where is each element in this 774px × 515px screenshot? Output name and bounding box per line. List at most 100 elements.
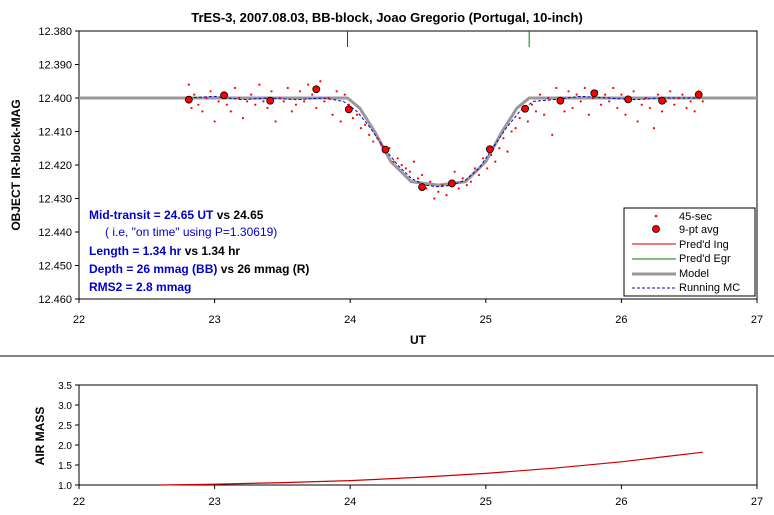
- data-point-45sec: [233, 86, 237, 90]
- legend: 45-sec 9-pt avg Pred'd Ing Pred'd Egr Mo…: [623, 207, 756, 297]
- data-point-45sec: [526, 120, 529, 123]
- data-point-45sec: [282, 100, 285, 103]
- data-point-9pt-avg: [312, 85, 321, 94]
- data-point-45sec: [575, 93, 578, 96]
- data-point-45sec: [372, 140, 375, 143]
- data-point-45sec: [534, 110, 538, 113]
- data-point-45sec: [608, 100, 611, 103]
- data-point-9pt-avg: [590, 89, 599, 98]
- y-tick-label: 12.450: [38, 261, 72, 273]
- data-point-45sec: [652, 127, 656, 130]
- data-point-45sec: [591, 96, 595, 100]
- data-point-45sec: [364, 123, 367, 126]
- data-point-45sec: [518, 117, 521, 120]
- data-point-45sec: [624, 113, 627, 116]
- data-point-45sec: [551, 133, 554, 136]
- data-point-45sec: [481, 157, 485, 160]
- data-point-45sec: [209, 90, 212, 93]
- data-point-9pt-avg: [624, 95, 633, 104]
- data-point-45sec: [644, 96, 647, 100]
- data-point-9pt-avg: [381, 145, 390, 154]
- data-point-45sec: [290, 110, 293, 113]
- data-point-45sec: [604, 93, 607, 96]
- x-tick-label: 22: [73, 314, 85, 326]
- data-point-45sec: [660, 110, 664, 113]
- data-point-45sec: [331, 113, 334, 116]
- data-point-45sec: [315, 106, 318, 110]
- airmass-x-tick-label: 23: [208, 496, 220, 508]
- data-point-45sec: [465, 184, 468, 187]
- data-point-45sec: [298, 90, 302, 93]
- data-point-45sec: [380, 143, 383, 146]
- y-tick-label: 12.460: [38, 294, 72, 306]
- data-point-45sec: [217, 100, 220, 103]
- data-point-45sec: [506, 150, 509, 153]
- x-tick-label: 25: [480, 314, 492, 326]
- data-point-45sec: [441, 184, 444, 187]
- data-point-45sec: [583, 86, 586, 90]
- data-point-45sec: [404, 167, 407, 170]
- airmass-plot-area: [78, 384, 758, 486]
- data-point-45sec: [547, 96, 550, 100]
- airmass-y-ticks: 1.0 1.5 2.0 2.5 3.0 3.5: [58, 381, 79, 492]
- data-point-45sec: [187, 83, 190, 86]
- airmass-y-tick-label: 1.0: [58, 481, 72, 492]
- data-point-45sec: [693, 110, 696, 113]
- data-point-45sec: [632, 90, 635, 93]
- airmass-y-tick-label: 3.5: [58, 381, 72, 392]
- x-tick-label: 24: [344, 314, 356, 326]
- data-point-45sec: [205, 96, 208, 100]
- data-point-9pt-avg: [694, 90, 703, 99]
- airmass-y-tick-label: 3.0: [58, 401, 72, 412]
- data-point-9pt-avg: [485, 145, 494, 154]
- y-ticks: 12.380 12.390 12.400 12.410 12.420 12.430 12.4…: [38, 26, 79, 306]
- data-point-45sec: [420, 173, 424, 177]
- series-layer: [79, 31, 757, 200]
- airmass-line: [160, 451, 703, 486]
- legend-marker-45sec: [654, 214, 658, 218]
- data-point-45sec: [201, 110, 204, 113]
- data-point-9pt-avg: [184, 95, 193, 104]
- data-point-45sec: [486, 167, 489, 170]
- data-point-45sec: [376, 137, 379, 140]
- annotation-mid-transit: Mid-transit = 24.65 UT vs 24.65: [89, 208, 264, 222]
- data-point-45sec: [254, 103, 257, 106]
- data-point-45sec: [567, 90, 570, 93]
- data-point-45sec: [530, 103, 534, 106]
- data-point-45sec: [359, 127, 363, 130]
- legend-label-ing: Pred'd Ing: [679, 239, 729, 251]
- data-point-45sec: [190, 106, 193, 110]
- airmass-y-axis-label: AIR MASS: [33, 407, 47, 466]
- data-point-45sec: [429, 180, 432, 183]
- y-tick-label: 12.380: [38, 26, 72, 38]
- annotation-depth: Depth = 26 mmag (BB) vs 26 mmag (R): [89, 262, 309, 276]
- data-point-45sec: [229, 110, 232, 113]
- data-point-45sec: [620, 93, 623, 96]
- y-tick-label: 12.420: [38, 160, 72, 172]
- data-point-45sec: [368, 133, 371, 136]
- data-point-45sec: [685, 106, 688, 110]
- airmass-series-layer: [160, 451, 703, 486]
- data-point-45sec: [416, 177, 420, 180]
- x-tick-label: 27: [751, 314, 763, 326]
- y-tick-label: 12.410: [38, 127, 72, 139]
- data-point-45sec: [636, 120, 639, 123]
- annotation-on-time: ( i.e, "on time" using P=1.30619): [105, 225, 277, 239]
- data-point-45sec: [555, 86, 558, 90]
- data-point-45sec: [237, 96, 241, 100]
- x-ticks: 22 23 24 25 26 27: [73, 299, 763, 326]
- data-point-45sec: [616, 106, 619, 110]
- data-point-45sec: [302, 100, 306, 103]
- legend-label-45sec: 45-sec: [679, 211, 713, 223]
- data-point-45sec: [396, 157, 399, 160]
- data-point-45sec: [193, 93, 196, 96]
- data-point-45sec: [327, 96, 330, 100]
- data-point-45sec: [433, 197, 436, 200]
- legend-box: [623, 207, 756, 297]
- data-point-45sec: [319, 80, 322, 83]
- data-point-45sec: [213, 120, 216, 123]
- legend-label-9pt: 9-pt avg: [679, 224, 719, 236]
- legend-label-mc: Running MC: [679, 282, 740, 294]
- data-point-45sec: [311, 93, 314, 96]
